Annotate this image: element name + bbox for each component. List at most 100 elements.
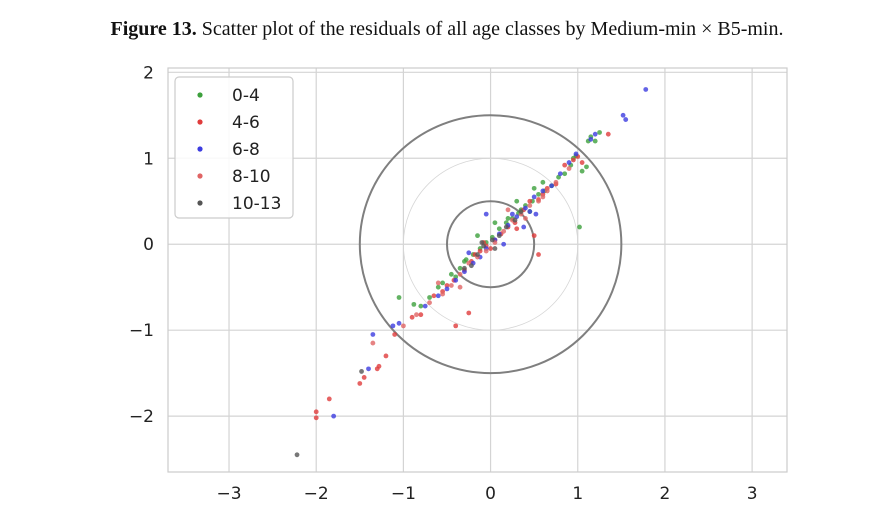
- scatter-point: [549, 183, 555, 189]
- scatter-point: [483, 248, 489, 254]
- y-tick-label: 0: [143, 235, 154, 255]
- scatter-point: [435, 280, 441, 286]
- scatter-point: [592, 131, 598, 137]
- scatter-point: [357, 381, 363, 386]
- scatter-point: [396, 320, 402, 326]
- scatter-point: [579, 168, 585, 174]
- scatter-point: [540, 188, 546, 194]
- scatter-point: [531, 194, 537, 200]
- legend: 0-4 4-6 6-8 8-10 10-13: [174, 76, 294, 219]
- scatter-point: [540, 194, 546, 200]
- scatter-point: [503, 224, 509, 230]
- scatter-point: [466, 310, 472, 316]
- scatter-point: [453, 323, 459, 329]
- scatter-point: [359, 369, 364, 374]
- legend-label: 10-13: [232, 194, 281, 214]
- scatter-point: [366, 366, 371, 372]
- scatter-point: [531, 185, 537, 191]
- scatter-point: [540, 179, 546, 185]
- scatter-point: [411, 301, 417, 307]
- scatter-point: [527, 209, 533, 214]
- legend-label: 8-10: [232, 167, 271, 187]
- scatter-point: [370, 332, 376, 337]
- scatter-point: [536, 252, 541, 257]
- scatter-point: [435, 293, 441, 299]
- scatter-point: [431, 293, 437, 299]
- scatter-point: [518, 209, 524, 214]
- scatter-point: [514, 226, 520, 232]
- scatter-point: [331, 413, 337, 419]
- scatter-point: [597, 130, 602, 135]
- scatter-point: [514, 198, 520, 204]
- scatter-point: [571, 157, 576, 163]
- scatter-point: [489, 237, 495, 243]
- scatter-point: [468, 263, 474, 269]
- scatter-points: [294, 87, 649, 458]
- scatter-point: [477, 248, 483, 254]
- scatter-point: [592, 138, 598, 144]
- scatter-point: [294, 452, 300, 458]
- legend-label: 0-4: [232, 86, 260, 106]
- scatter-point: [512, 217, 518, 223]
- tick-labels: −3 −2 −1 0 1 2 3 −2 −1 0 1 2: [129, 63, 758, 504]
- scatter-point: [418, 312, 424, 318]
- scatter-point: [313, 409, 319, 415]
- scatter-point: [536, 191, 541, 197]
- scatter-point: [544, 188, 550, 194]
- legend-marker: [197, 92, 203, 98]
- scatter-point: [527, 198, 533, 204]
- scatter-point: [414, 312, 419, 318]
- scatter-point: [523, 216, 528, 221]
- y-tick-label: −2: [129, 407, 154, 427]
- scatter-point: [501, 228, 507, 234]
- y-tick-label: −1: [129, 321, 154, 341]
- scatter-point: [562, 171, 568, 177]
- scatter-point: [483, 211, 489, 217]
- reference-circle: [358, 114, 623, 375]
- scatter-point: [457, 271, 463, 277]
- scatter-point: [466, 250, 472, 256]
- scatter-point: [509, 211, 515, 217]
- reference-circles: [358, 114, 623, 375]
- scatter-point: [370, 340, 376, 346]
- plot-frame: [167, 67, 788, 473]
- scatter-point: [553, 179, 559, 185]
- scatter-point: [492, 220, 498, 226]
- scatter-point: [326, 396, 332, 402]
- scatter-point: [536, 198, 541, 204]
- legend-marker: [197, 146, 203, 152]
- scatter-point: [475, 233, 480, 239]
- scatter-point: [579, 160, 585, 165]
- x-tick-label: 2: [660, 484, 671, 504]
- scatter-point: [523, 205, 528, 211]
- scatter-point: [566, 166, 572, 171]
- scatter-point: [418, 303, 424, 309]
- scatter-point: [427, 295, 432, 300]
- scatter-point: [475, 252, 480, 257]
- scatter-point: [396, 295, 402, 300]
- scatter-point: [361, 375, 367, 380]
- x-tick-label: 3: [747, 484, 758, 504]
- reference-circle: [402, 157, 579, 331]
- scatter-point: [444, 286, 450, 292]
- scatter-point: [400, 323, 406, 329]
- scatter-point: [521, 224, 527, 230]
- legend-marker: [197, 173, 203, 179]
- scatter-point: [462, 265, 467, 271]
- figure-text: Scatter plot of the residuals of all age…: [201, 18, 784, 40]
- scatter-point: [492, 246, 498, 251]
- scatter-point: [409, 314, 415, 320]
- y-tick-label: 2: [143, 63, 154, 83]
- scatter-point: [566, 160, 572, 165]
- x-tick-label: 1: [572, 484, 583, 504]
- scatter-point: [557, 171, 563, 177]
- scatter-point: [427, 300, 432, 306]
- scatter-point: [573, 151, 579, 157]
- legend-label: 6-8: [232, 140, 260, 160]
- scatter-point: [562, 162, 568, 168]
- scatter-point: [605, 131, 611, 137]
- scatter-point: [390, 323, 396, 329]
- scatter-point: [376, 363, 382, 369]
- scatter-point: [462, 269, 467, 275]
